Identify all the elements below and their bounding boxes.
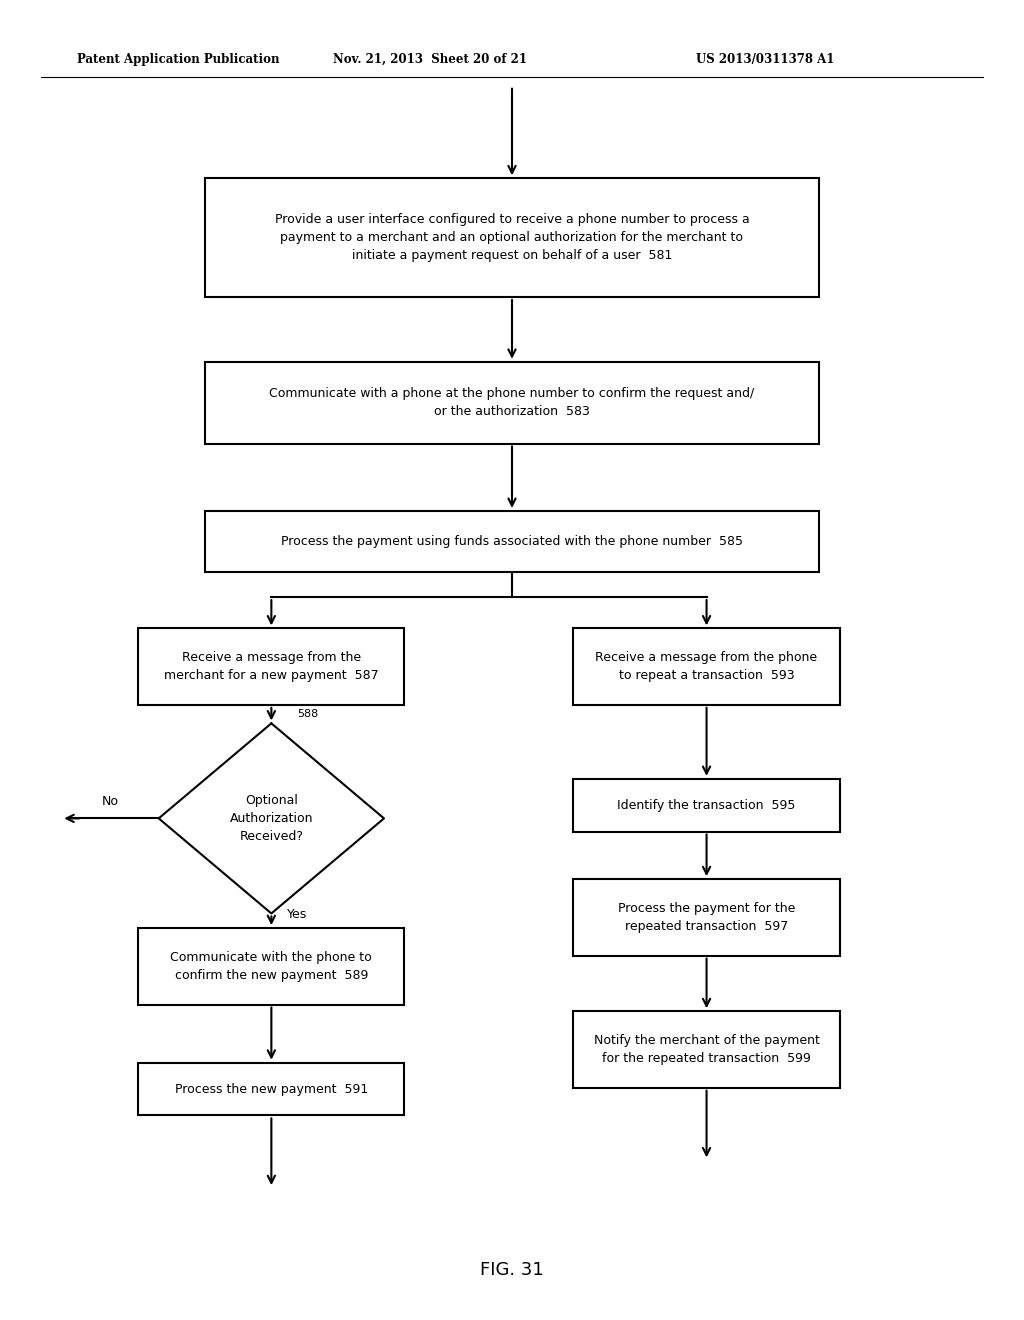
Text: US 2013/0311378 A1: US 2013/0311378 A1 [696, 53, 835, 66]
Text: Nov. 21, 2013  Sheet 20 of 21: Nov. 21, 2013 Sheet 20 of 21 [333, 53, 527, 66]
Bar [573, 779, 840, 832]
Text: Provide a user interface configured to receive a phone number to process a
payme: Provide a user interface configured to r… [274, 213, 750, 263]
Text: Receive a message from the phone
to repeat a transaction  593: Receive a message from the phone to repe… [596, 651, 817, 682]
Text: Identify the transaction  595: Identify the transaction 595 [617, 799, 796, 812]
Text: No: No [102, 795, 119, 808]
Text: Process the new payment  591: Process the new payment 591 [175, 1082, 368, 1096]
Text: FIG. 31: FIG. 31 [480, 1261, 544, 1279]
Bar [205, 511, 819, 572]
Bar [205, 178, 819, 297]
Text: Patent Application Publication: Patent Application Publication [77, 53, 280, 66]
Text: Process the payment for the
repeated transaction  597: Process the payment for the repeated tra… [617, 902, 796, 933]
Bar [138, 928, 404, 1005]
Text: Communicate with the phone to
confirm the new payment  589: Communicate with the phone to confirm th… [170, 950, 373, 982]
Bar [205, 362, 819, 444]
Bar [573, 879, 840, 956]
Bar [573, 1011, 840, 1088]
Text: Process the payment using funds associated with the phone number  585: Process the payment using funds associat… [281, 535, 743, 548]
Bar [138, 628, 404, 705]
Text: Communicate with a phone at the phone number to confirm the request and/
or the : Communicate with a phone at the phone nu… [269, 387, 755, 418]
Text: Receive a message from the
merchant for a new payment  587: Receive a message from the merchant for … [164, 651, 379, 682]
Text: Yes: Yes [287, 908, 307, 920]
Bar [573, 628, 840, 705]
Text: Optional
Authorization
Received?: Optional Authorization Received? [229, 793, 313, 843]
Bar [138, 1063, 404, 1115]
Text: Notify the merchant of the payment
for the repeated transaction  599: Notify the merchant of the payment for t… [594, 1034, 819, 1065]
Text: 588: 588 [297, 709, 318, 719]
